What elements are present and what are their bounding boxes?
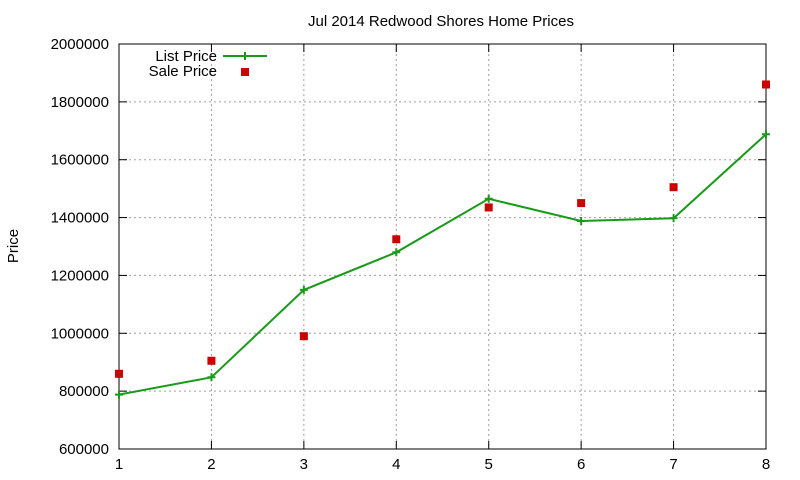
data-point-sale-price — [115, 369, 123, 378]
y-tick-label: 600000 — [59, 441, 109, 458]
series-list-price — [115, 130, 770, 399]
x-tick-label: 3 — [300, 456, 308, 473]
data-point-list-price — [115, 390, 123, 399]
legend-marker-list-price — [241, 52, 249, 60]
data-point-sale-price — [577, 199, 586, 208]
series-line-list-price — [118, 133, 767, 396]
x-tick-label: 8 — [762, 456, 770, 473]
data-point-sale-price — [207, 356, 216, 365]
axis-ticks: 600000 800000 1000000 1200000 1400000 1600000… — [51, 36, 771, 473]
legend-label-list-price: List Price — [155, 48, 217, 65]
x-tick-label: 1 — [115, 456, 123, 473]
legend-label-sale-price: Sale Price — [149, 63, 217, 80]
data-point-list-price — [392, 248, 401, 257]
data-point-sale-price — [484, 203, 493, 212]
data-point-sale-price — [392, 235, 401, 244]
grid-lines — [119, 44, 766, 449]
y-tick-label: 2000000 — [51, 36, 109, 53]
data-point-sale-price — [669, 183, 678, 192]
data-point-sale-price — [299, 332, 308, 341]
data-point-list-price — [577, 217, 586, 226]
plot-frame — [118, 43, 767, 450]
y-tick-label: 1400000 — [51, 210, 109, 227]
legend-marker-sale-price — [241, 68, 249, 76]
x-tick-label: 2 — [207, 456, 215, 473]
y-tick-label: 800000 — [59, 383, 109, 400]
data-point-list-price — [762, 130, 770, 139]
data-point-list-price — [207, 373, 216, 382]
data-point-list-price — [484, 194, 493, 203]
y-tick-label: 1600000 — [51, 152, 109, 169]
y-axis-label: Price — [5, 229, 22, 263]
data-series — [115, 80, 770, 399]
data-point-list-price — [299, 285, 308, 294]
x-tick-label: 4 — [392, 456, 400, 473]
data-point-list-price — [669, 214, 678, 223]
x-tick-label: 5 — [485, 456, 493, 473]
chart-title: Jul 2014 Redwood Shores Home Prices — [308, 13, 574, 30]
y-tick-label: 1800000 — [51, 94, 109, 111]
legend: List Price Sale Price — [149, 48, 267, 80]
y-tick-label: 1000000 — [51, 325, 109, 342]
data-point-sale-price — [762, 80, 770, 89]
x-tick-label: 6 — [577, 456, 585, 473]
x-tick-label: 7 — [669, 456, 677, 473]
series-sale-price — [115, 80, 770, 378]
y-tick-label: 1200000 — [51, 267, 109, 284]
